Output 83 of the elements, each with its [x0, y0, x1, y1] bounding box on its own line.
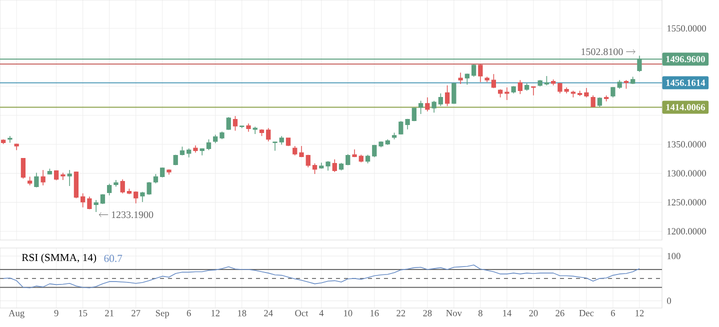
candlestick — [94, 200, 98, 212]
candlestick — [412, 107, 416, 122]
candlestick — [60, 172, 66, 180]
candlestick — [40, 170, 46, 186]
candlestick — [20, 158, 26, 180]
y-tick-label: 1550.0000 — [668, 25, 706, 32]
candlestick — [471, 64, 476, 78]
candlestick — [252, 126, 258, 134]
x-tick-label: 21 — [105, 310, 114, 316]
candlestick — [306, 154, 310, 168]
y-tick-label: 1300.0000 — [668, 170, 706, 176]
y-tick-label: 1350.0000 — [668, 141, 706, 148]
x-tick-label: 20 — [529, 310, 538, 316]
candlestick — [206, 138, 212, 151]
x-tick-label: 12 — [636, 310, 644, 316]
x-tick-label: Dec — [579, 310, 594, 316]
candlestick — [518, 80, 523, 94]
x-tick-label: 22 — [396, 310, 406, 316]
x-tick-label: 16 — [370, 310, 379, 316]
y-tick-label: 100 — [668, 252, 680, 260]
ref-line-label: 1496.9600 — [666, 56, 705, 62]
candlestick — [80, 192, 86, 208]
candlestick — [100, 194, 106, 204]
x-tick-label: 18 — [238, 310, 246, 316]
candlestick — [584, 88, 589, 98]
candlestick — [120, 178, 125, 194]
candlestick — [326, 160, 330, 172]
candlestick — [292, 146, 298, 156]
candlestick — [107, 183, 112, 196]
candlestick — [458, 72, 463, 84]
x-tick-label: 9 — [54, 310, 58, 316]
candlestick — [425, 96, 430, 112]
ref-line-label: 1414.0066 — [666, 104, 705, 110]
candlestick — [67, 170, 72, 186]
candlestick — [226, 116, 231, 130]
candlestick — [140, 191, 145, 202]
x-tick-label: 6 — [611, 310, 616, 316]
annotation: 1502.8100 — [582, 48, 623, 56]
x-tick-label: 24 — [264, 310, 273, 316]
x-tick-label: Aug — [8, 310, 24, 318]
x-tick-label: 8 — [478, 310, 482, 316]
candlestick — [34, 172, 39, 188]
candlestick — [332, 158, 337, 172]
x-tick-label: 26 — [556, 310, 564, 316]
x-tick-label: 14 — [503, 310, 512, 316]
candlestick — [160, 167, 165, 178]
candlestick — [438, 92, 443, 106]
candlestick — [398, 120, 404, 135]
candlestick — [432, 100, 436, 114]
candlestick — [8, 136, 12, 144]
y-tick-label: 1200.0000 — [668, 228, 706, 234]
x-tick-label: 12 — [212, 310, 220, 316]
x-tick-label: 27 — [132, 310, 140, 316]
candlestick — [232, 116, 238, 132]
candlestick — [418, 100, 424, 114]
candlestick — [372, 144, 377, 158]
chart-title: RSI (SMMA, 14) — [22, 254, 96, 264]
x-tick-label: 15 — [78, 310, 88, 316]
candlestick — [272, 141, 278, 152]
candlestick — [153, 174, 158, 184]
x-tick-label: 6 — [186, 310, 191, 316]
candlestick — [146, 182, 152, 196]
candlestick — [266, 128, 271, 142]
annotation: 60.7 — [104, 254, 122, 262]
y-tick-label: 0 — [667, 298, 672, 304]
x-tick-label: Nov — [446, 310, 462, 316]
candlestick — [504, 87, 510, 100]
annotation: 1233.1900 — [112, 211, 154, 218]
candlestick — [444, 84, 450, 106]
x-tick-label: 4 — [319, 310, 324, 316]
x-tick-label: 28 — [423, 310, 432, 316]
candlestick — [452, 82, 456, 104]
candlestick — [491, 74, 496, 88]
x-tick-label: Oct — [295, 310, 308, 316]
x-tick-label: 10 — [344, 310, 352, 316]
candlestick — [312, 162, 318, 174]
candlestick — [87, 196, 92, 210]
candlestick — [464, 73, 470, 86]
ref-line-label: 1456.1614 — [666, 80, 706, 86]
candlestick — [478, 64, 483, 82]
candlestick — [544, 76, 550, 86]
y-tick-label: 1250.0000 — [668, 199, 706, 206]
x-tick-label: Sep — [156, 310, 169, 318]
